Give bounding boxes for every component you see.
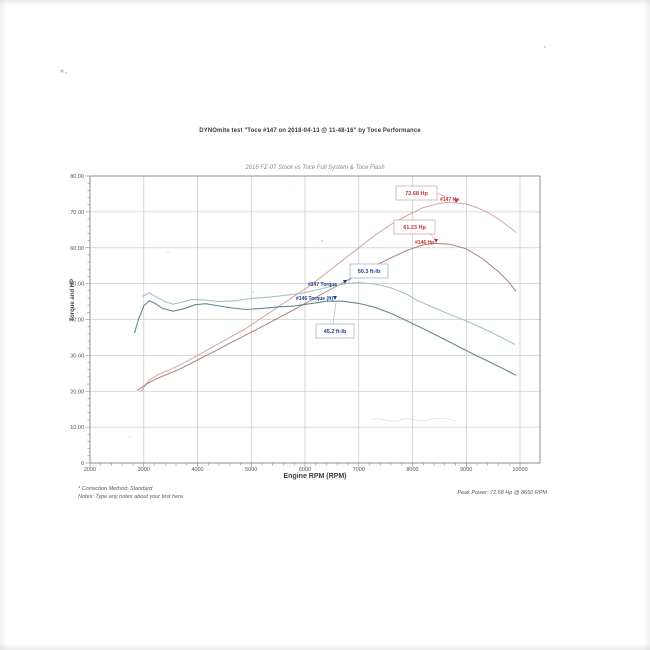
svg-text:9000: 9000 [460, 467, 472, 473]
series-inline-label: #146 Hp [415, 240, 434, 246]
svg-text:8000: 8000 [406, 467, 418, 473]
svg-text:80.00: 80.00 [70, 174, 84, 180]
svg-text:5000: 5000 [245, 467, 257, 473]
series-curve [137, 242, 517, 391]
value-callout-box [395, 185, 438, 201]
grid-lines [90, 176, 540, 463]
svg-text:45.2 ft-lb: 45.2 ft-lb [324, 329, 347, 335]
tick-labels: 2000 3000 4000 5000 6000 7000 8000 9000 10000 80.… [70, 174, 527, 473]
svg-text:61.23 Hp: 61.23 Hp [403, 225, 426, 231]
svg-text:50.3 ft-lb: 50.3 ft-lb [358, 269, 381, 275]
series-curve [134, 300, 517, 376]
marker-arrow-icon [343, 280, 347, 284]
series-curve [142, 281, 516, 345]
data-series [134, 201, 517, 392]
correction-method-note: * Correction Method: Standard [78, 486, 153, 492]
peak-power-note: Peak Power: 72.68 Hp @ 8650 RPM [457, 490, 547, 496]
marker-arrow-icon [333, 296, 337, 300]
x-axis-label: Engine RPM (RPM) [283, 473, 347, 480]
series-inline-label: #146 Torque (ft) [296, 296, 333, 302]
svg-text:50.00: 50.00 [70, 282, 84, 288]
svg-text:40.00: 40.00 [70, 318, 84, 324]
svg-text:0: 0 [81, 461, 84, 467]
svg-text:10000: 10000 [512, 467, 527, 473]
series-inline-label: #147 Torque [308, 282, 337, 288]
chart-title: 2016 FZ-07 Stock vs Toce Full System & T… [245, 165, 385, 171]
svg-text:4000: 4000 [191, 467, 203, 473]
svg-text:10.00: 10.00 [70, 425, 84, 431]
test-notes: Notes: Type any notes about your test he… [78, 494, 185, 500]
svg-text:7000: 7000 [353, 467, 365, 473]
value-callout-box [393, 219, 436, 235]
series-curve [140, 201, 517, 392]
marker-arrow-icon [454, 199, 458, 203]
svg-text:60.00: 60.00 [70, 246, 84, 252]
marker-arrow-icon [434, 239, 438, 243]
svg-text:30.00: 30.00 [70, 353, 84, 359]
svg-text:3000: 3000 [138, 467, 150, 473]
axis-ticks [85, 175, 521, 467]
scan-artifacts [60, 45, 547, 438]
svg-text:70.00: 70.00 [70, 210, 84, 216]
svg-text:6000: 6000 [299, 467, 311, 473]
svg-text:20.00: 20.00 [70, 389, 84, 395]
document-title: DYNOmite test "Toce #147 on 2018-04-13 @… [199, 128, 421, 134]
annotations: 72.68 Hp 61.23 Hp 50.3 ft-lb 45.2 ft-lb #147… [296, 185, 459, 339]
svg-text:72.68 Hp: 72.68 Hp [405, 191, 428, 197]
value-callout-box [349, 263, 389, 279]
series-inline-label: #147 Hp [440, 197, 459, 203]
svg-text:2000: 2000 [84, 467, 96, 473]
value-callout-box [315, 323, 355, 339]
